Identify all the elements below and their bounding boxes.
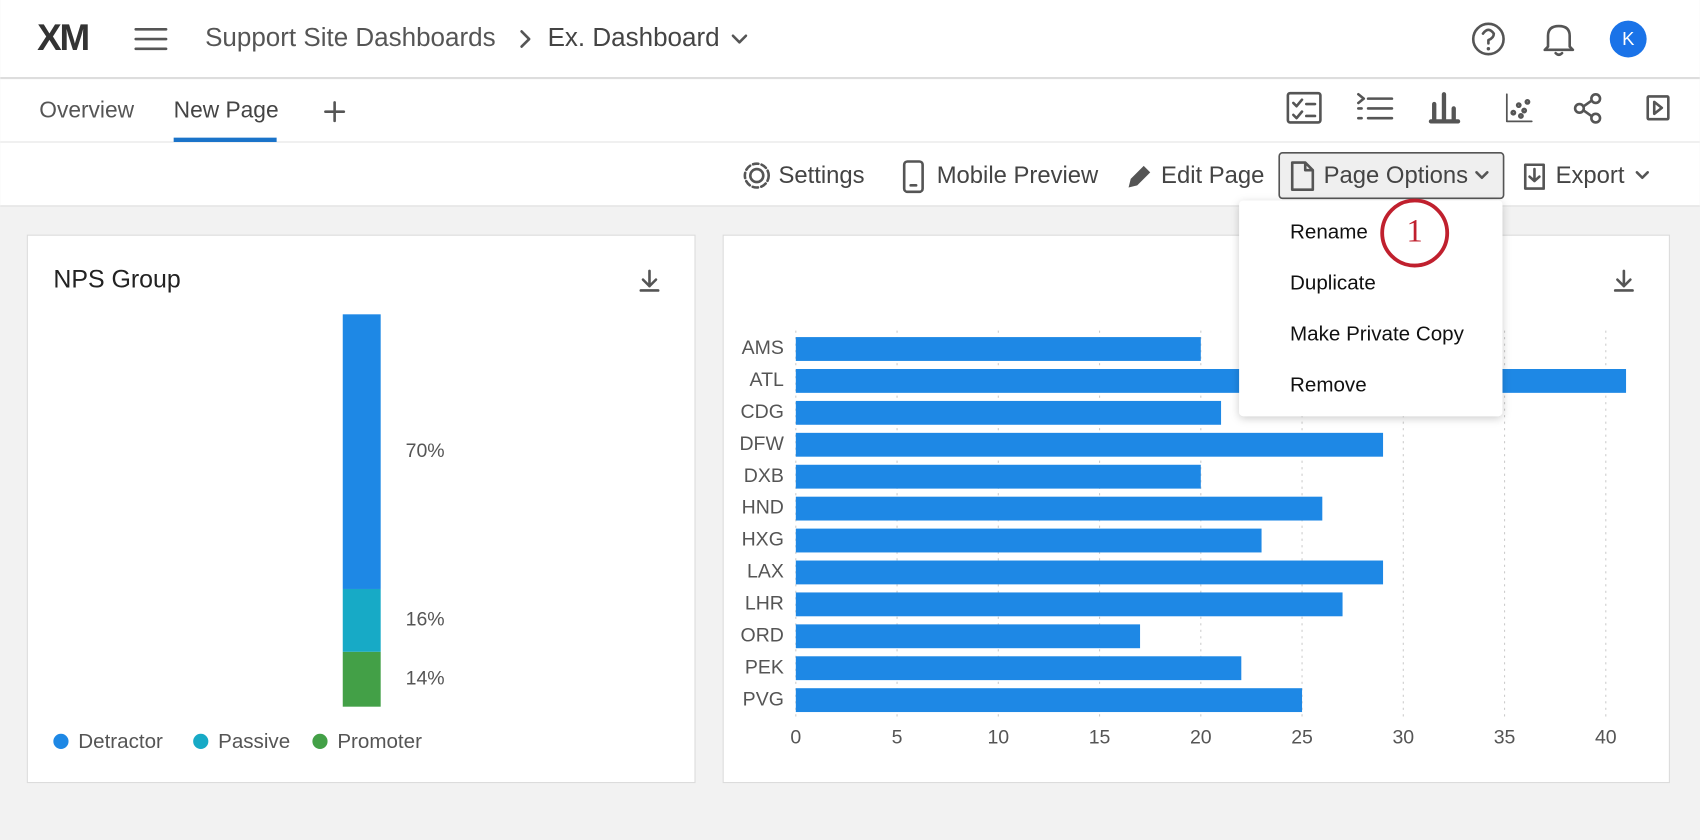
y-tick-label: HND (742, 497, 784, 519)
bar (795, 592, 1343, 617)
help-icon[interactable] (1471, 22, 1505, 56)
legend-marker (312, 733, 328, 749)
tab[interactable]: Overview (39, 97, 134, 123)
y-tick-label: ORD (741, 624, 784, 646)
add-tab[interactable] (324, 101, 346, 123)
logo[interactable]: XM (37, 17, 91, 58)
tab-underline (173, 137, 277, 142)
legend-label: Passive (218, 730, 290, 753)
export-button[interactable]: Export (1523, 162, 1650, 190)
charts: 14% 16% 70% Detractor Passive Promoter 0 5 10 15 2… (53, 314, 1627, 753)
legend-label: Promoter (337, 730, 422, 753)
menu-panel (1239, 200, 1503, 417)
x-tick-label: 0 (790, 726, 801, 748)
x-tick-label: 20 (1190, 726, 1212, 748)
bar (795, 624, 1141, 649)
button-label[interactable]: Mobile Preview (937, 162, 1099, 189)
y-tick-label: LHR (745, 593, 784, 615)
x-tick-label: 35 (1494, 726, 1516, 748)
y-tick-label: DFW (739, 433, 784, 455)
bar (795, 464, 1201, 489)
y-tick-label: ATL (750, 369, 784, 391)
y-tick-label: PEK (745, 656, 784, 678)
legend-label: Detractor (78, 730, 163, 753)
download-icon[interactable] (639, 269, 660, 292)
x-tick-label: 25 (1291, 726, 1313, 748)
bar-segment (342, 314, 381, 589)
y-tick-label: DXB (744, 465, 784, 487)
edit-page-button[interactable]: Edit Page (1128, 162, 1265, 189)
mobile-preview-button[interactable]: Mobile Preview (902, 160, 1099, 194)
x-tick-label: 5 (892, 726, 903, 748)
bar (795, 688, 1303, 713)
bar (795, 496, 1323, 521)
widget-icons[interactable] (1286, 91, 1670, 124)
widget-title: NPS Group (53, 265, 180, 293)
x-tick-label: 15 (1089, 726, 1111, 748)
bar-segment (342, 588, 381, 652)
x-tick-label: 10 (987, 726, 1009, 748)
y-tick-label: LAX (747, 561, 784, 583)
menu-item[interactable]: Make Private Copy (1290, 322, 1465, 345)
settings-button[interactable]: Settings (743, 162, 865, 189)
legend-marker (193, 733, 209, 749)
menu-item[interactable]: Rename (1290, 220, 1368, 243)
data-label: 16% (406, 609, 445, 631)
bar (795, 400, 1222, 425)
breadcrumb-current[interactable]: Ex. Dashboard (548, 22, 720, 52)
bar (795, 656, 1242, 681)
legend-marker (53, 733, 69, 749)
data-label: 70% (406, 440, 445, 462)
button-label[interactable]: Page Options (1324, 162, 1468, 189)
data-label: 14% (406, 667, 445, 689)
menu-icon[interactable] (134, 27, 168, 51)
annotation-number: 1 (1407, 214, 1423, 250)
breadcrumb-separator (520, 30, 531, 48)
x-tick-label: 40 (1595, 726, 1617, 748)
tab-active[interactable]: New Page (174, 97, 279, 123)
bar (795, 528, 1262, 553)
avatar-initial[interactable]: K (1622, 28, 1635, 49)
page-options-button[interactable]: Page Options (1278, 152, 1505, 200)
bar (795, 560, 1384, 585)
download-icon[interactable] (1613, 269, 1634, 292)
y-tick-label: HXG (742, 529, 784, 551)
button-label[interactable]: Settings (778, 162, 864, 189)
bar (795, 337, 1201, 361)
dropdown-chevron[interactable] (731, 34, 748, 44)
avatar[interactable] (1609, 20, 1647, 58)
dropdown-menu: Rename Duplicate Make Private Copy Remov… (1239, 198, 1503, 417)
breadcrumb-link[interactable]: Support Site Dashboards (205, 22, 496, 52)
button-label[interactable]: Export (1556, 162, 1625, 189)
menu-item[interactable]: Duplicate (1290, 271, 1376, 294)
y-tick-label: PVG (743, 688, 784, 710)
bar-segment (342, 651, 381, 707)
menu-item[interactable]: Remove (1290, 373, 1367, 396)
button-label[interactable]: Edit Page (1161, 162, 1264, 189)
x-tick-label: 30 (1392, 726, 1414, 748)
notifications-icon[interactable] (1543, 24, 1575, 57)
y-tick-label: CDG (741, 401, 784, 423)
bar (795, 432, 1384, 457)
y-tick-label: AMS (742, 337, 784, 359)
annotation-circle (1380, 198, 1450, 268)
